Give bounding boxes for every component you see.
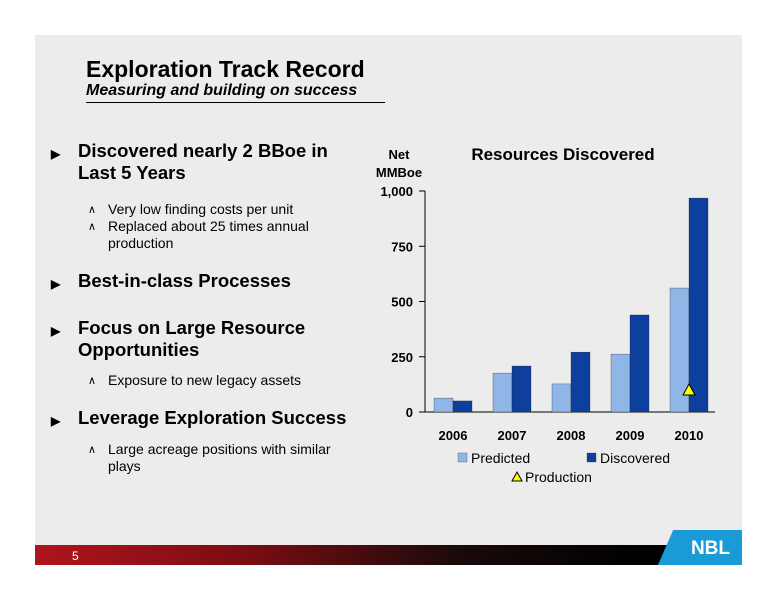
x-tick-label: 2007 (498, 428, 527, 443)
bar (610, 353, 631, 413)
bar (433, 397, 454, 413)
x-tick-label: 2009 (616, 428, 645, 443)
bar (551, 383, 572, 413)
y-axis-label: Net (389, 147, 411, 162)
legend-marker (511, 470, 523, 482)
x-tick-label: 2010 (675, 428, 704, 443)
y-tick-label: 250 (391, 350, 413, 365)
bullet: Best-in-class Processes (51, 270, 378, 295)
slide-subtitle: Measuring and building on success (86, 82, 385, 103)
logo: NBL (658, 530, 742, 565)
slide-title: Exploration Track Record (86, 56, 365, 82)
y-tick-label: 0 (406, 405, 413, 420)
legend-swatch (586, 452, 597, 463)
bar (511, 365, 532, 413)
sub-bullet: Exposure to new legacy assets (88, 372, 338, 390)
x-tick-label: 2008 (557, 428, 586, 443)
bar (688, 197, 709, 413)
y-tick-label: 500 (391, 295, 413, 310)
bullet: Discovered nearly 2 BBoe in Last 5 Years (51, 140, 353, 184)
y-tick-label: 750 (391, 239, 413, 254)
footer-bar (35, 545, 742, 565)
legend-label: Predicted (471, 450, 530, 466)
legend-swatch (457, 452, 468, 463)
bar (570, 351, 591, 413)
sub-bullet: Large acreage positions with similar pla… (88, 441, 338, 475)
x-tick-label: 2006 (439, 428, 468, 443)
bullet: Focus on Large Resource Opportunities (51, 317, 338, 361)
bar (629, 314, 650, 413)
sub-bullet: Replaced about 25 times annual productio… (88, 218, 338, 252)
chart-title: Resources Discovered (471, 145, 654, 164)
bullet: Leverage Exploration Success (51, 407, 378, 432)
bar (452, 400, 473, 413)
legend-label: Discovered (600, 450, 670, 466)
bar (492, 372, 513, 413)
y-tick-label: 1,000 (380, 184, 413, 199)
production-marker (682, 382, 696, 396)
page-number: 5 (72, 549, 79, 563)
legend-label: Production (525, 469, 592, 485)
sub-bullet: Very low finding costs per unit (88, 201, 338, 219)
y-axis-label: MMBoe (376, 165, 422, 180)
